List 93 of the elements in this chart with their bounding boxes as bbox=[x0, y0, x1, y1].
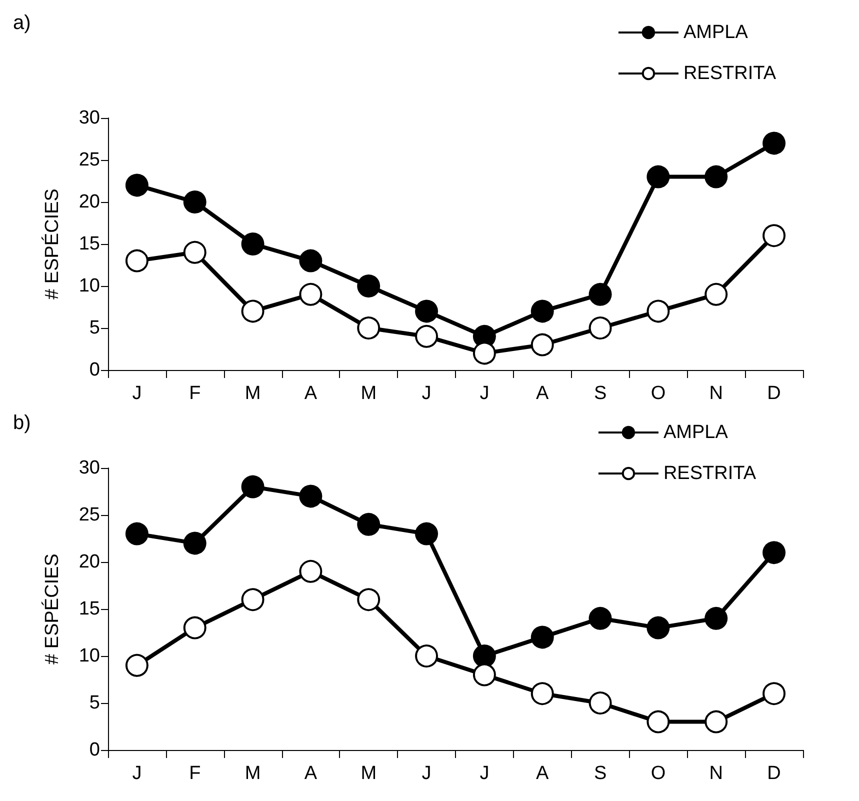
y-tick-label: 20 bbox=[78, 552, 100, 572]
y-tick-label: 5 bbox=[89, 318, 100, 338]
x-tick-label: J bbox=[480, 763, 490, 784]
point bbox=[357, 274, 380, 298]
x-tick-label: N bbox=[709, 383, 723, 404]
y-tick-label: 10 bbox=[78, 646, 100, 666]
point bbox=[241, 475, 264, 498]
y-tick-label: 0 bbox=[89, 360, 100, 380]
point bbox=[415, 324, 438, 348]
x-tick-label: N bbox=[709, 763, 723, 784]
x-tick-label: A bbox=[536, 763, 550, 784]
point bbox=[299, 249, 322, 272]
x-tick-label: F bbox=[189, 383, 201, 404]
legend-label: RESTRITA bbox=[683, 63, 776, 84]
x-tick-label: M bbox=[244, 763, 261, 784]
point bbox=[704, 165, 728, 188]
point bbox=[183, 616, 206, 640]
legend-label: AMPLA bbox=[663, 422, 728, 443]
point bbox=[125, 249, 148, 272]
point bbox=[415, 522, 438, 546]
x-tick-label: O bbox=[650, 383, 666, 404]
point bbox=[299, 282, 322, 306]
point bbox=[762, 224, 786, 248]
chart-title: b) bbox=[13, 412, 31, 434]
x-tick-label: M bbox=[360, 383, 377, 404]
x-tick-label: J bbox=[132, 763, 142, 784]
point bbox=[472, 663, 496, 686]
point bbox=[530, 300, 554, 323]
point bbox=[241, 588, 264, 612]
x-tick-label: S bbox=[594, 763, 607, 784]
y-tick-label: 10 bbox=[78, 276, 100, 296]
point bbox=[183, 190, 206, 214]
y-tick-label: 15 bbox=[78, 234, 100, 254]
chart-title: a) bbox=[13, 12, 31, 34]
x-tick-label: J bbox=[480, 383, 490, 404]
legend-label: AMPLA bbox=[683, 22, 748, 43]
point bbox=[472, 342, 496, 365]
y-axis-title: # ESPÉCIES bbox=[41, 554, 63, 664]
point bbox=[704, 606, 728, 630]
point bbox=[530, 626, 554, 649]
x-tick-label: A bbox=[304, 383, 318, 404]
point bbox=[588, 692, 612, 714]
point bbox=[357, 512, 380, 536]
point bbox=[357, 316, 380, 340]
point bbox=[762, 132, 786, 155]
y-tick-label: 15 bbox=[78, 598, 100, 620]
y-axis-title: # ESPÉCIES bbox=[41, 188, 63, 300]
point bbox=[646, 616, 670, 640]
x-tick-label: M bbox=[360, 763, 377, 784]
point bbox=[241, 300, 264, 323]
point bbox=[357, 588, 380, 612]
y-tick-label: 30 bbox=[78, 458, 100, 478]
point bbox=[530, 682, 554, 706]
point bbox=[299, 560, 322, 583]
point bbox=[588, 282, 612, 306]
point bbox=[762, 541, 786, 564]
point bbox=[646, 710, 670, 734]
y-tick-label: 20 bbox=[78, 192, 100, 212]
point bbox=[588, 316, 612, 340]
x-tick-label: F bbox=[189, 763, 201, 784]
point bbox=[530, 333, 554, 356]
point bbox=[472, 644, 496, 668]
y-tick-label: 5 bbox=[89, 692, 100, 714]
point bbox=[704, 282, 728, 306]
legend-label: RESTRITA bbox=[663, 463, 756, 484]
point bbox=[125, 654, 148, 677]
point bbox=[241, 232, 264, 256]
point bbox=[125, 174, 148, 197]
y-tick-label: 25 bbox=[78, 150, 100, 170]
x-tick-label: J bbox=[422, 383, 432, 404]
point bbox=[415, 644, 438, 668]
point bbox=[646, 300, 670, 323]
x-tick-label: J bbox=[422, 763, 432, 784]
point bbox=[588, 606, 612, 630]
x-tick-label: D bbox=[767, 763, 781, 784]
point bbox=[299, 484, 322, 508]
x-tick-label: D bbox=[767, 383, 781, 404]
point bbox=[125, 522, 148, 546]
y-tick-label: 0 bbox=[89, 740, 100, 760]
point bbox=[762, 682, 786, 706]
point bbox=[415, 300, 438, 323]
point bbox=[704, 710, 728, 734]
point bbox=[183, 240, 206, 264]
x-tick-label: J bbox=[132, 383, 142, 404]
x-tick-label: O bbox=[650, 763, 666, 784]
point bbox=[646, 165, 670, 188]
y-tick-label: 30 bbox=[78, 108, 100, 128]
x-tick-label: M bbox=[244, 383, 261, 404]
point bbox=[183, 532, 206, 555]
y-tick-label: 25 bbox=[78, 504, 100, 526]
x-tick-label: A bbox=[304, 763, 318, 784]
x-tick-label: S bbox=[594, 383, 607, 404]
x-tick-label: A bbox=[536, 383, 550, 404]
